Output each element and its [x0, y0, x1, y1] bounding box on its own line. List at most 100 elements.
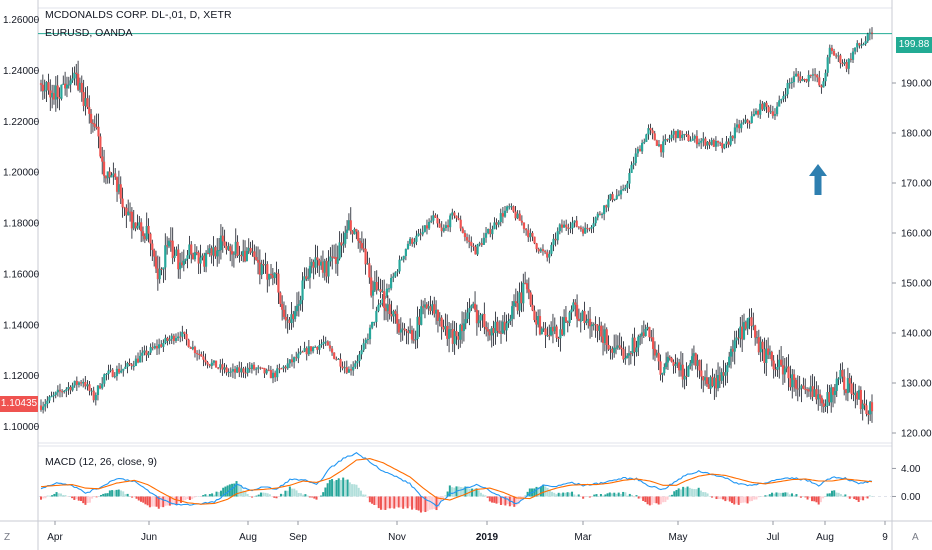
macd-histogram-bar — [533, 488, 536, 497]
eurusd-candle — [143, 236, 146, 240]
mcd-candle — [782, 95, 785, 100]
mcd-candle — [866, 34, 869, 42]
mcd-candle — [581, 229, 585, 234]
mcd-candle — [423, 225, 426, 232]
mcd-candle — [495, 222, 498, 225]
macd-histogram-bar — [346, 479, 349, 497]
eurusd-candle — [550, 327, 553, 336]
mcd-candle — [124, 366, 127, 369]
mcd-candle — [396, 271, 399, 273]
mcd-candle — [622, 189, 625, 191]
eurusd-candle — [544, 328, 547, 336]
macd-legend[interactable]: MACD (12, 26, close, 9) — [45, 456, 158, 468]
eurusd-candle — [390, 313, 393, 317]
eurusd-candle — [538, 316, 542, 335]
macd-histogram-bar — [666, 496, 669, 500]
eurusd-candle — [192, 254, 195, 260]
overlay-symbol[interactable]: EURUSD, OANDA — [45, 27, 133, 39]
macd-histogram-bar — [106, 493, 109, 497]
macd-histogram-bar — [219, 490, 222, 497]
eurusd-candle — [514, 301, 517, 304]
macd-histogram-bar — [328, 479, 331, 497]
mcd-candle — [316, 346, 319, 350]
macd-histogram-bar — [859, 496, 862, 501]
eurusd-candle — [818, 394, 822, 398]
mcd-candle — [584, 227, 587, 234]
macd-histogram-bar — [175, 496, 178, 505]
mcd-candle — [56, 389, 59, 393]
macd-histogram-bar — [408, 496, 411, 507]
macd-histogram-bar — [728, 496, 731, 502]
eurusd-candle — [657, 352, 660, 362]
macd-histogram-bar — [466, 486, 469, 497]
eurusd-candle — [462, 323, 466, 332]
macd-histogram-bar — [246, 493, 249, 497]
right-axis-label-3: 150.00 — [901, 279, 932, 290]
mcd-candle — [740, 123, 743, 129]
eurusd-candle — [603, 329, 606, 344]
macd-histogram-bar — [804, 496, 807, 498]
eurusd-candle — [739, 326, 742, 339]
macd-histogram-bar — [193, 496, 196, 498]
eurusd-candle — [831, 387, 835, 395]
eurusd-candle — [62, 83, 65, 85]
eurusd-candle — [830, 387, 833, 403]
macd-histogram-bar — [446, 491, 449, 497]
mcd-candle — [217, 367, 220, 369]
mcd-candle — [828, 47, 831, 58]
mcd-candle — [400, 259, 403, 261]
macd-histogram-bar — [293, 488, 296, 497]
macd-histogram-bar — [71, 496, 74, 499]
macd-histogram-bar — [359, 490, 362, 497]
mcd-candle — [598, 213, 602, 215]
macd-histogram-bar — [806, 496, 809, 500]
macd-histogram-bar — [822, 496, 825, 499]
mcd-candle — [255, 368, 258, 370]
macd-histogram-bar — [348, 482, 351, 497]
eurusd-candle — [466, 312, 469, 320]
macd-histogram-bar — [437, 496, 440, 508]
macd-histogram-bar — [644, 496, 647, 503]
macd-histogram-bar — [126, 493, 129, 497]
macd-histogram-bar — [304, 494, 307, 497]
macd-histogram-bar — [795, 494, 798, 497]
eurusd-candle — [661, 373, 664, 375]
macd-histogram-bar — [379, 496, 382, 510]
eurusd-candle — [780, 359, 783, 366]
symbol-title[interactable]: MCDONALDS CORP. DL-,01, D, XETR — [45, 9, 232, 21]
eurusd-candle — [193, 252, 197, 260]
macd-histogram-bar — [675, 489, 678, 497]
mcd-candle — [708, 141, 711, 145]
auto-scale-button[interactable]: A — [912, 532, 919, 543]
eurusd-candle — [501, 321, 504, 334]
eurusd-candle — [89, 113, 93, 123]
eurusd-candle — [520, 292, 523, 304]
mcd-candle — [52, 394, 55, 397]
macd-histogram-bar — [255, 495, 258, 497]
macd-histogram-bar — [393, 496, 396, 509]
macd-histogram-bar — [104, 493, 107, 497]
zoom-reset-button[interactable]: Z — [4, 532, 11, 543]
macd-histogram-bar — [442, 496, 445, 499]
eurusd-candle — [464, 319, 467, 324]
mcd-candle — [139, 355, 142, 363]
mcd-candle — [214, 360, 218, 368]
macd-histogram-bar — [751, 496, 754, 502]
macd-histogram-bar — [808, 496, 811, 499]
mcd-candle — [510, 206, 513, 208]
price-pane — [37, 7, 893, 444]
eurusd-candle — [562, 317, 566, 335]
macd-histogram-bar — [677, 488, 680, 497]
eurusd-candle — [355, 228, 358, 232]
mcd-candle — [733, 127, 737, 139]
mcd-candle — [567, 227, 570, 229]
mcd-candle — [719, 142, 722, 144]
eurusd-candle — [690, 356, 694, 364]
eurusd-candle — [331, 256, 334, 258]
macd-histogram-bar — [759, 496, 762, 497]
eurusd-candle — [41, 84, 44, 92]
eurusd-candle — [51, 92, 54, 98]
macd-histogram-bar — [871, 495, 873, 497]
mcd-candle — [314, 346, 317, 348]
